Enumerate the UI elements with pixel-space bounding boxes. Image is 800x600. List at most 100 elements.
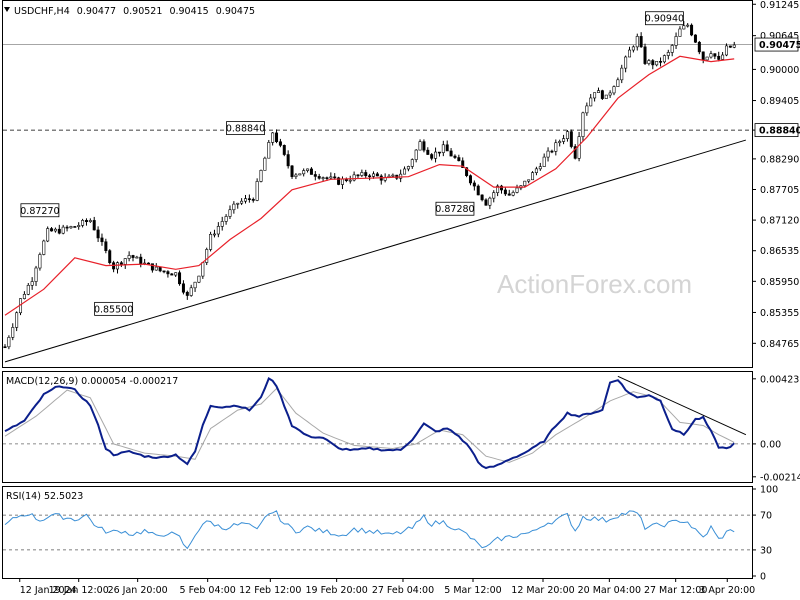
candle-body (550, 150, 554, 153)
price-tag-text: 0.88840 (759, 126, 800, 137)
candle-body (430, 154, 434, 159)
candle-body (682, 25, 686, 30)
rsi-panel (2, 486, 753, 579)
candle-body (77, 225, 81, 227)
y-tick-label: 0.90000 (760, 65, 799, 76)
open-value: 0.90477 (77, 6, 116, 17)
candle-body (325, 177, 329, 179)
candle-body (375, 173, 379, 177)
candle-body (608, 92, 612, 96)
candle-body (298, 173, 302, 176)
candle-body (81, 220, 85, 226)
candle-body (92, 220, 96, 231)
candle-body (278, 141, 282, 146)
candle-body (212, 233, 216, 236)
candle-body (728, 45, 732, 48)
candle-body (662, 55, 666, 63)
candle-body (515, 187, 519, 193)
candle-body (309, 168, 313, 175)
candle-body (209, 233, 213, 250)
candle-body (216, 226, 220, 235)
candle-body (635, 36, 639, 48)
support-trendline (4, 139, 747, 363)
candle-body (406, 166, 410, 170)
candle-body (666, 52, 670, 56)
price-annotation[interactable]: 0.85500 (94, 301, 133, 316)
candle-body (546, 150, 550, 158)
candle-body (565, 131, 569, 139)
candle-body (422, 141, 426, 151)
candle-body (263, 157, 267, 171)
candle-body (461, 160, 465, 168)
macd-y-tick-label: -0.002142 (760, 472, 800, 483)
candle-body (670, 45, 674, 53)
candle-body (38, 254, 42, 269)
candle-body (228, 209, 232, 217)
macd-y-tick-label: 0.004237 (760, 374, 800, 385)
x-tick-label: 12 Mar 20:00 (511, 585, 574, 596)
candle-body (53, 228, 57, 232)
candle-body (201, 262, 205, 277)
candle-body (286, 154, 290, 167)
candle-body (7, 337, 11, 348)
candle-body (620, 67, 624, 81)
candle-body (577, 136, 581, 159)
candle-body (418, 141, 422, 151)
candle-body (403, 168, 407, 175)
x-tick-label: 27 Mar 12:00 (644, 585, 707, 596)
price-annotation[interactable]: 0.88840 (226, 121, 265, 136)
candle-body (352, 174, 356, 181)
annotation-box (226, 121, 265, 136)
candle-body (437, 151, 441, 154)
x-tick-label: 19 Jan 12:00 (49, 585, 109, 596)
candle-body (321, 177, 325, 179)
candle-body (313, 174, 317, 177)
candle-body (65, 226, 69, 229)
candle-body (709, 53, 713, 58)
candle-body (294, 174, 298, 177)
rsi-y-tick-label: 0 (760, 572, 766, 583)
candle-body (275, 132, 279, 143)
candle-body (705, 56, 709, 61)
price-tag-box (754, 37, 799, 52)
candle-body (185, 291, 189, 296)
candle-body (624, 56, 628, 69)
candle-body (612, 86, 616, 94)
candle-body (46, 228, 50, 242)
price-annotation[interactable]: 0.90940 (645, 11, 684, 26)
candle-body (441, 144, 445, 153)
candle-body (333, 176, 337, 179)
candle-body (181, 283, 185, 293)
candle-body (534, 168, 538, 173)
y-tick-label: 0.89405 (760, 96, 799, 107)
candle-body (127, 255, 131, 259)
candle-body (558, 141, 562, 144)
candle-body (88, 220, 92, 223)
candle-body (492, 192, 496, 199)
candle-body (449, 150, 453, 157)
candle-body (496, 185, 500, 193)
collapse-triangle-icon[interactable] (4, 7, 10, 12)
annotation-label: 0.90940 (645, 14, 684, 25)
candle-body (42, 240, 46, 255)
candle-body (364, 172, 368, 177)
candle-body (61, 226, 65, 234)
price-tag-box (754, 123, 799, 138)
price-annotation[interactable]: 0.87270 (20, 203, 60, 218)
candle-body (3, 346, 7, 349)
rsi-line (4, 510, 735, 550)
candle-body (348, 179, 352, 182)
price-annotation[interactable]: 0.87280 (435, 201, 475, 216)
candle-body (585, 105, 589, 114)
candle-body (251, 198, 255, 201)
x-tick-label: 5 Feb 04:00 (180, 585, 236, 596)
candle-body (158, 266, 162, 272)
svg-text:USDCHF,H4 0.90477 0.90: USDCHF,H4 0.90477 0.90521 0.90415 0.9047… (14, 6, 255, 17)
annotation-box (435, 201, 475, 216)
symbol-label: USDCHF,H4 (14, 6, 70, 17)
rsi-y-tick-label: 100 (760, 485, 778, 496)
current-price-tag: 0.90475 (754, 37, 800, 52)
candle-body (166, 271, 170, 275)
candle-body (600, 90, 604, 99)
candle-body (282, 145, 286, 155)
